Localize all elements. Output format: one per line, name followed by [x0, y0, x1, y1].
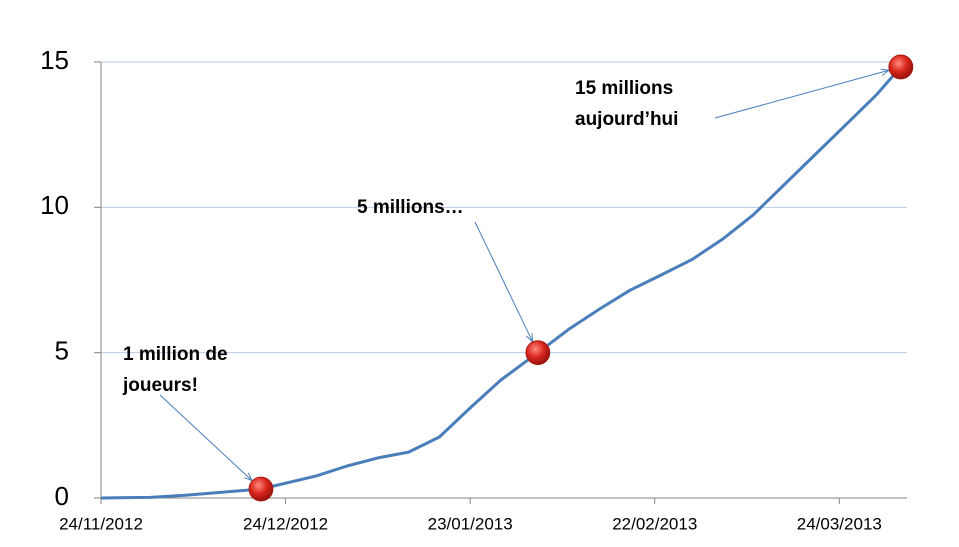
milestone-marker [525, 340, 551, 366]
milestone-marker [248, 476, 274, 502]
x-tick-label: 24/03/2013 [797, 514, 882, 533]
y-tick-label: 5 [55, 336, 69, 366]
annotation-arrow [159, 394, 251, 480]
x-tick-label: 24/11/2012 [59, 514, 143, 533]
annotation-arrow [714, 70, 888, 119]
annotation-text: joueurs! [122, 375, 198, 396]
annotation-text: 1 million de [123, 344, 228, 365]
annotation-text: aujourd’hui [575, 109, 678, 130]
y-tick-label: 10 [40, 190, 69, 220]
x-tick-label: 22/02/2013 [612, 514, 697, 533]
milestone-marker [888, 54, 914, 80]
annotation-text: 15 millions [575, 78, 673, 99]
x-tick-label: 23/01/2013 [428, 514, 513, 533]
x-tick-label: 24/12/2012 [243, 514, 328, 533]
y-tick-label: 15 [40, 45, 69, 75]
annotation-text: 5 millions… [357, 197, 464, 218]
data-line [100, 65, 902, 500]
annotation-arrow [474, 221, 532, 341]
y-tick-label: 0 [55, 481, 69, 511]
